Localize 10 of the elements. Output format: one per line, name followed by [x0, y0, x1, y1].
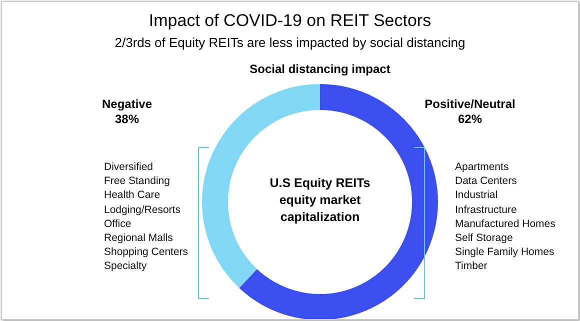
- slice-label: Negative: [100, 97, 154, 112]
- text: U.S Equity REITs equity market capitalization: [268, 175, 372, 226]
- chart-subtitle: 2/3rds of Equity REITs are less impacted by social distancing: [114, 35, 466, 50]
- text: Social distancing impact: [248, 62, 392, 76]
- slice-label: Positive/Neutral: [424, 97, 516, 112]
- data-label: 38%: [114, 112, 140, 127]
- text: Apartments Data Centers Industrial Infrastructure Manufactured Homes Self Storage Single Family Homes Timber: [455, 160, 556, 274]
- data-label: 62%: [456, 112, 484, 127]
- chart-title: Impact of COVID-19 on REIT Sectors: [148, 11, 432, 31]
- text: Diversified Free Standing Health Care Lodging/Resorts Office Regional Malls Shopping Centers Specialty: [104, 160, 188, 274]
